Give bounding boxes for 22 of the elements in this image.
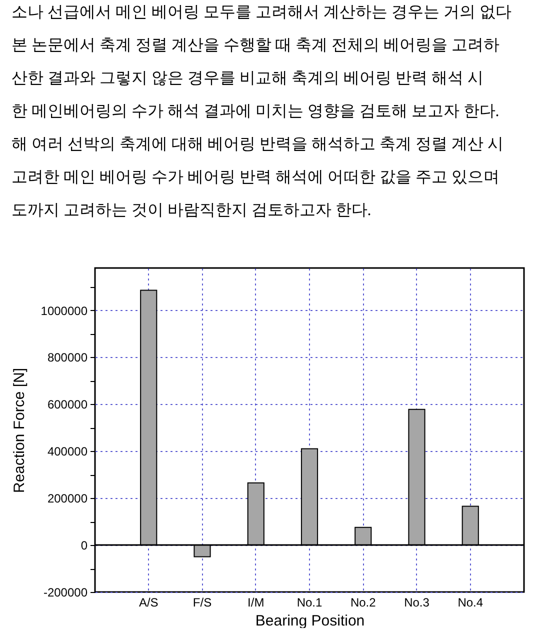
y-tick-label: 400000 [47,444,88,459]
y-tick-label: 1000000 [40,304,88,318]
text: 산한 결과와 그렇지 않은 경우를 비교해 축계의 베어링 반력 해석 시 [11,70,484,87]
y-tick-label: 0 [80,538,88,553]
y-axis-title: Reaction Force [N] [10,368,28,494]
text: 해 여러 선박의 축계에 대해 베어링 반력을 해석하고 축계 정렬 계산 시 [11,136,504,153]
text: 본 논문에서 축계 정렬 계산을 수행할 때 축계 전체의 베어링을 고려하 [11,37,500,54]
x-tick-label: No.3 [404,596,430,610]
x-tick-label: A/S [138,596,158,610]
y-tick-label: 600000 [47,398,88,412]
text: 한 메인베어링의 수가 해석 결과에 미치는 영향을 검토해 보고자 한다. [11,103,500,120]
x-tick-label: F/S [192,596,212,610]
x-tick-label: No.2 [350,596,376,610]
y-tick-label: 800000 [47,350,88,365]
y-tick-label: -200000 [43,586,88,600]
y-tick-label: 200000 [47,492,88,506]
text: 도까지 고려하는 것이 바람직한지 검토하고자 한다. [11,202,372,219]
text: 소나 선급에서 메인 베어링 모두를 고려해서 계산하는 경우는 거의 없다 [11,4,512,21]
x-tick-label: I/M [248,596,264,610]
x-tick-label: No.1 [296,596,322,610]
x-tick-label: No.4 [458,596,484,610]
text: 고려한 메인 베어링 수가 베어링 반력 해석에 어떠한 값을 주고 있으며 [11,169,500,186]
